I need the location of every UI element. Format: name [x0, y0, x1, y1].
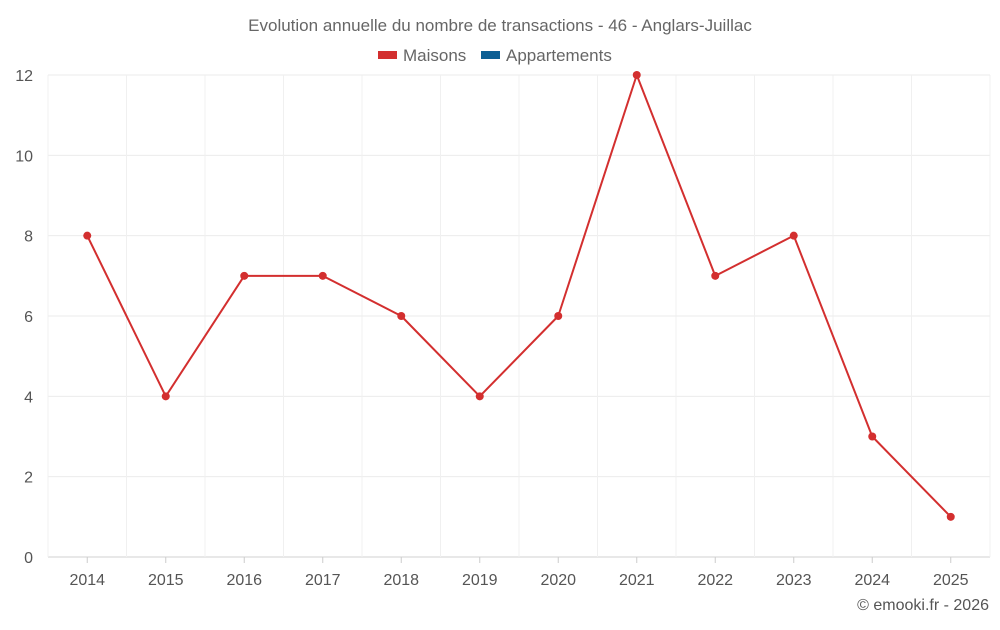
data-point-maisons-2021[interactable]: [632, 71, 641, 79]
x-axis: 2014 2015 2016 2017 2018 2019 2020 2021 2022 2023…: [69, 557, 969, 589]
y-tick-label: 6: [24, 309, 33, 326]
data-point-maisons-2018[interactable]: [397, 312, 406, 320]
x-tick-label: 2023: [776, 572, 812, 589]
credit-text: © emooki.fr - 2026: [857, 597, 989, 614]
x-tick-label: 2021: [619, 572, 655, 589]
legend: Maisons Appartements: [378, 46, 612, 65]
y-tick-label: 0: [24, 550, 33, 567]
x-tick-label: 2016: [226, 572, 262, 589]
legend-swatch-maisons: [378, 51, 397, 59]
y-tick-label: 12: [15, 68, 33, 85]
data-point-maisons-2022[interactable]: [711, 271, 720, 280]
x-tick-label: 2017: [305, 572, 341, 589]
x-tick-label: 2018: [383, 572, 419, 589]
y-tick-label: 10: [15, 148, 33, 165]
legend-swatch-appartements: [481, 51, 500, 59]
y-tick-label: 4: [24, 389, 33, 406]
data-point-maisons-2023[interactable]: [789, 231, 798, 240]
series-maisons: [83, 71, 955, 521]
legend-item-maisons[interactable]: Maisons: [378, 46, 466, 65]
y-tick-label: 8: [24, 229, 33, 246]
x-tick-label: 2024: [854, 572, 890, 589]
y-axis: 0 2 4 6 8 10 12: [15, 68, 33, 567]
legend-item-appartements[interactable]: Appartements: [481, 46, 612, 65]
data-point-maisons-2017[interactable]: [318, 271, 327, 280]
legend-label-maisons: Maisons: [403, 46, 466, 65]
x-tick-label: 2014: [69, 572, 105, 589]
grid: [47, 74, 991, 558]
data-point-maisons-2019[interactable]: [475, 392, 484, 401]
data-point-maisons-2016[interactable]: [240, 271, 249, 280]
legend-label-appartements: Appartements: [506, 46, 612, 65]
data-point-maisons-2014[interactable]: [83, 231, 92, 240]
x-tick-label: 2025: [933, 572, 969, 589]
data-point-maisons-2025[interactable]: [946, 512, 955, 521]
x-tick-label: 2015: [148, 572, 184, 589]
y-tick-label: 2: [24, 470, 33, 487]
x-tick-label: 2022: [697, 572, 733, 589]
x-tick-label: 2020: [540, 572, 576, 589]
x-tick-label: 2019: [462, 572, 498, 589]
chart-title: Evolution annuelle du nombre de transact…: [248, 16, 752, 35]
data-point-maisons-2020[interactable]: [554, 312, 563, 320]
series-line-maisons: [86, 74, 952, 518]
data-point-maisons-2015[interactable]: [161, 392, 170, 401]
data-point-maisons-2024[interactable]: [868, 432, 877, 441]
